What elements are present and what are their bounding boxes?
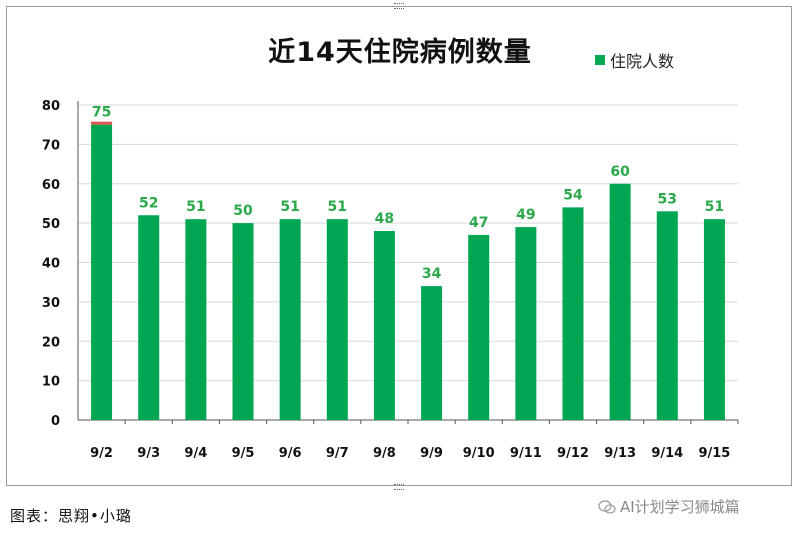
x-tick-label: 9/7 (326, 446, 349, 461)
y-tick-label: 0 (51, 414, 60, 429)
data-label: 60 (610, 164, 630, 180)
x-tick-label: 9/11 (510, 446, 542, 461)
bar (279, 219, 301, 420)
data-label: 53 (658, 191, 677, 207)
x-tick-label: 9/6 (279, 446, 302, 461)
data-label: 51 (328, 199, 347, 215)
chart-title: 近14天住院病例数量 (268, 37, 532, 68)
bar (421, 286, 443, 420)
data-label: 52 (139, 195, 158, 211)
bar (703, 219, 725, 420)
y-tick-label: 70 (42, 138, 60, 153)
bar (562, 207, 584, 420)
bar (326, 219, 348, 420)
data-label: 50 (233, 203, 253, 219)
data-label: 48 (375, 211, 394, 227)
data-label: 51 (280, 199, 299, 215)
wechat-icon (598, 499, 616, 514)
x-tick-label: 9/10 (463, 446, 495, 461)
bar (656, 211, 678, 420)
bar (138, 215, 160, 420)
data-label: 51 (705, 199, 724, 215)
bar (609, 183, 631, 420)
watermark: AI计划学习狮城篇 (598, 496, 740, 517)
x-tick-label: 9/8 (373, 446, 396, 461)
y-tick-label: 10 (42, 375, 60, 390)
bar (91, 124, 113, 420)
y-tick-label: 50 (42, 217, 60, 232)
data-label: 54 (563, 187, 583, 203)
y-tick-label: 30 (42, 296, 60, 311)
x-tick-label: 9/9 (420, 446, 443, 461)
x-tick-label: 9/4 (184, 446, 207, 461)
legend-label: 住院人数 (610, 52, 675, 71)
x-tick-label: 9/12 (557, 446, 589, 461)
x-tick-label: 9/14 (651, 446, 683, 461)
data-label: 75 (92, 105, 111, 121)
bar-accent-cap (91, 121, 113, 125)
data-label: 34 (422, 266, 442, 282)
y-tick-label: 40 (42, 257, 60, 272)
bar (515, 227, 537, 420)
resize-handle-top[interactable] (394, 3, 404, 9)
y-tick-label: 20 (42, 335, 60, 350)
legend: 住院人数 (595, 48, 674, 72)
x-tick-label: 9/15 (698, 446, 730, 461)
legend-swatch (595, 55, 605, 65)
x-tick-label: 9/5 (232, 446, 255, 461)
x-tick-label: 9/2 (90, 446, 113, 461)
bar (232, 223, 254, 420)
data-label: 51 (186, 199, 205, 215)
x-tick-label: 9/13 (604, 446, 636, 461)
data-label: 47 (469, 215, 488, 231)
bar (468, 234, 490, 420)
data-label: 49 (516, 207, 535, 223)
y-tick-label: 80 (42, 99, 60, 114)
y-tick-label: 60 (42, 178, 60, 193)
resize-handle-bottom[interactable] (394, 484, 404, 490)
watermark-text: AI计划学习狮城篇 (620, 498, 740, 516)
bar (373, 231, 395, 420)
bar (185, 219, 207, 420)
x-tick-label: 9/3 (137, 446, 160, 461)
chart-caption: 图表：思翔•小璐 (10, 507, 132, 525)
